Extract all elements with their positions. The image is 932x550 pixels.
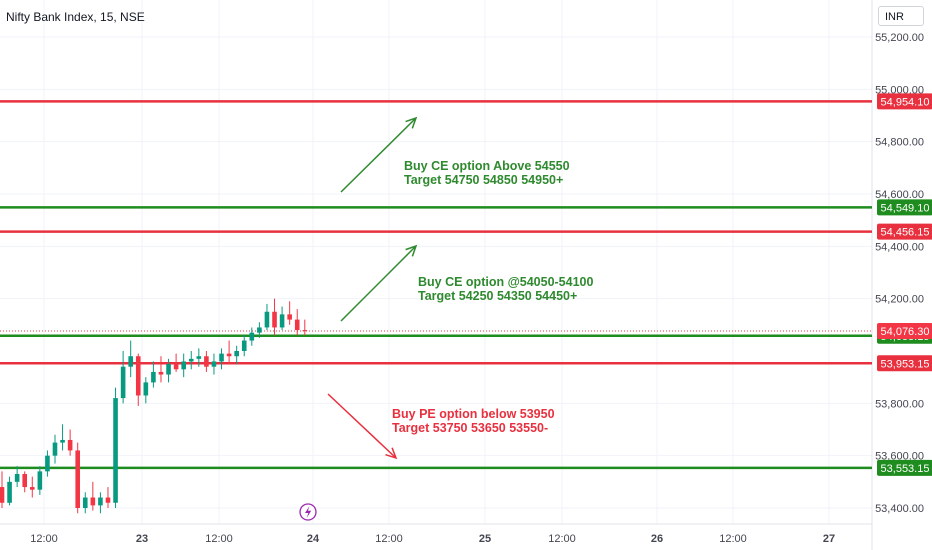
candle-body <box>264 311 270 328</box>
candle-body <box>272 311 277 328</box>
y-tick-label: 54,200.00 <box>875 294 924 306</box>
price-label-tag <box>877 93 932 110</box>
candle-body <box>22 473 28 488</box>
price-label-text: 54,549.10 <box>881 202 930 214</box>
x-tick-label: 12:00 <box>548 533 576 545</box>
candle-body <box>52 442 58 456</box>
arrow-up-1 <box>340 116 418 193</box>
annotation-line: Target 53750 53650 53550- <box>392 421 549 435</box>
candle-body <box>120 366 126 399</box>
x-tick-label: 25 <box>479 533 491 545</box>
annotation-line: Buy CE option @54050-54100 <box>418 275 594 289</box>
y-tick-label: 53,400.00 <box>875 503 924 515</box>
candle-body <box>60 439 65 443</box>
candle-body <box>249 332 255 341</box>
candle-body <box>173 364 179 370</box>
annotation-line: Buy PE option below 53950 <box>392 407 555 421</box>
candle-body <box>257 327 262 333</box>
y-tick-label: 53,800.00 <box>875 398 924 410</box>
candle-body <box>0 487 5 503</box>
candle-body <box>234 351 239 357</box>
price-label-text: 54,954.10 <box>881 96 930 108</box>
annotation-buy-pe-below: Buy PE option below 53950 Target 53750 5… <box>392 407 555 435</box>
chart-title: Nifty Bank Index, 15, NSE <box>6 10 145 24</box>
candle-body <box>302 330 308 332</box>
x-tick-label: 12:00 <box>205 533 233 545</box>
x-tick-label: 26 <box>651 533 663 545</box>
candle-body <box>204 356 209 367</box>
currency-select[interactable]: INR <box>878 6 924 26</box>
price-label-text: 53,553.15 <box>881 463 930 475</box>
x-tick-label: 12:00 <box>30 533 58 545</box>
annotation-line: Target 54750 54850 54950+ <box>404 173 564 187</box>
candle-body <box>14 473 20 482</box>
candle-body <box>29 487 35 490</box>
annotation-buy-ce-above: Buy CE option Above 54550 Target 54750 5… <box>404 159 570 187</box>
annotation-line: Target 54250 54350 54450+ <box>418 289 578 303</box>
candle-body <box>37 471 43 490</box>
candle-body <box>135 356 141 396</box>
candle-body <box>82 497 88 508</box>
arrow-shaft <box>327 393 397 459</box>
price-label-tag <box>877 355 932 372</box>
y-tick-label: 55,200.00 <box>875 32 924 44</box>
candle-body <box>188 358 194 362</box>
y-tick-label: 54,600.00 <box>875 189 924 201</box>
arrow-head <box>385 447 398 460</box>
candle-body <box>241 340 247 351</box>
arrow-up-2 <box>340 244 418 322</box>
candle-body <box>105 497 111 503</box>
x-tick-label: 27 <box>823 533 835 545</box>
candle-body <box>98 497 103 506</box>
price-label-text: 54,456.15 <box>881 227 930 239</box>
y-tick-label: 54,400.00 <box>875 241 924 253</box>
price-label-tag <box>877 459 932 476</box>
price-label-text: 53,953.15 <box>881 358 930 370</box>
candle-body <box>7 481 12 503</box>
candle-body <box>151 371 156 383</box>
candle-body <box>226 353 232 357</box>
arrow-shaft <box>340 245 417 322</box>
candle-body <box>219 353 224 362</box>
candle-body <box>75 450 80 508</box>
arrow-head <box>405 244 418 257</box>
candle-body <box>287 314 292 320</box>
annotation-line: Buy CE option Above 54550 <box>404 159 570 173</box>
x-tick-label: 24 <box>307 533 320 545</box>
candle-body <box>45 455 50 472</box>
x-tick-label: 12:00 <box>375 533 403 545</box>
x-tick-label: 12:00 <box>719 533 747 545</box>
price-label-tag <box>877 223 932 240</box>
lightning-bolt <box>305 506 312 518</box>
candle-body <box>181 361 186 370</box>
candle-body <box>294 319 300 331</box>
candle-body <box>166 364 171 375</box>
candle-body <box>279 314 285 328</box>
candle-body <box>211 361 217 367</box>
candle-body <box>143 382 149 396</box>
y-tick-label: 53,600.00 <box>875 451 924 463</box>
candle-body <box>113 398 118 503</box>
last-price-text: 54,076.30 <box>881 326 930 338</box>
price-label-tag <box>877 199 932 216</box>
y-tick-label: 55,000.00 <box>875 84 924 96</box>
lightning-icon <box>299 503 317 521</box>
candle-body <box>90 497 96 506</box>
arrow-shaft <box>340 117 417 193</box>
arrow-head <box>405 116 418 129</box>
last-price-tag <box>877 323 932 340</box>
candle-body <box>158 371 164 375</box>
annotation-buy-ce-range: Buy CE option @54050-54100 Target 54250 … <box>418 275 593 303</box>
candle-body <box>196 356 202 359</box>
x-tick-label: 23 <box>136 533 148 545</box>
candle-body <box>67 439 73 451</box>
y-tick-label: 54,800.00 <box>875 137 924 149</box>
arrow-down <box>327 393 398 460</box>
candle-body <box>128 356 133 367</box>
